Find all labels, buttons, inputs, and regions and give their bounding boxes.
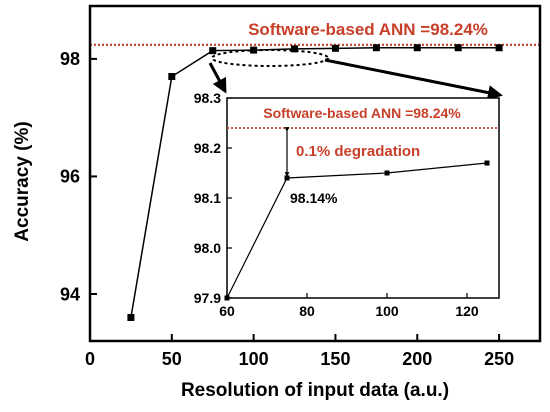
zoom-arrow-left xyxy=(208,62,227,94)
inset-y-tick-label: 98.2 xyxy=(194,140,221,156)
main-data-point xyxy=(291,45,299,53)
main-reference-label: Software-based ANN =98.24% xyxy=(248,20,488,39)
x-axis-title: Resolution of input data (a.u.) xyxy=(181,380,449,401)
main-chart: 0 50 100 150 200 250 94 96 98 Software-based ANN… xyxy=(12,4,542,401)
main-y-tick-label: 94 xyxy=(60,284,80,304)
main-x-tick-label: 50 xyxy=(162,349,182,369)
inset-data-point xyxy=(384,170,390,176)
main-data-point xyxy=(209,47,217,55)
inset-y-tick-label: 98.3 xyxy=(194,90,221,106)
main-data-point xyxy=(168,73,176,81)
main-x-tick-label: 200 xyxy=(402,349,432,369)
main-data-point xyxy=(127,313,135,321)
inset-axes: 60 80 100 120 97.9 98.0 98.1 98.2 98.3 xyxy=(194,90,479,319)
point-value-label: 98.14% xyxy=(290,190,338,206)
inset-x-tick-label: 100 xyxy=(375,303,399,319)
main-data-point xyxy=(331,44,339,52)
inset-x-tick-label: 60 xyxy=(219,303,235,319)
main-y-tick-label: 98 xyxy=(60,49,80,69)
main-plot-frame xyxy=(88,4,542,343)
y-axis-title: Accuracy (%) xyxy=(12,121,33,241)
zoom-region-ellipse xyxy=(211,49,329,67)
degradation-label: 0.1% degradation xyxy=(296,143,420,160)
inset-reference-label: Software-based ANN =98.24% xyxy=(263,105,461,121)
inset-y-tick-label: 98.0 xyxy=(194,240,221,256)
main-x-tick-label: 0 xyxy=(85,349,95,369)
inset-series-line xyxy=(226,162,488,299)
zoom-arrow-right xyxy=(324,58,503,101)
inset-data-point xyxy=(284,175,290,181)
inset-y-tick-label: 97.9 xyxy=(194,290,221,306)
zoom-guides xyxy=(208,49,503,101)
inset-x-tick-label: 80 xyxy=(299,303,315,319)
main-y-tick-label: 96 xyxy=(60,167,80,187)
main-data-point xyxy=(372,44,380,52)
inset-chart: 60 80 100 120 97.9 98.0 98.1 98.2 98.3 Software-… xyxy=(194,90,500,319)
inset-frame xyxy=(226,97,500,299)
main-x-tick-label: 150 xyxy=(320,349,350,369)
inset-y-tick-label: 98.1 xyxy=(194,190,221,206)
main-data-point xyxy=(495,44,503,52)
main-x-tick-label: 100 xyxy=(239,349,269,369)
main-data-point xyxy=(413,44,421,52)
main-x-tick-label: 250 xyxy=(484,349,514,369)
main-axes: 0 50 100 150 200 250 94 96 98 xyxy=(60,4,542,369)
main-series-line xyxy=(130,46,500,318)
inset-data-point xyxy=(484,160,490,166)
main-data-point xyxy=(454,44,462,52)
inset-x-tick-label: 120 xyxy=(455,303,479,319)
